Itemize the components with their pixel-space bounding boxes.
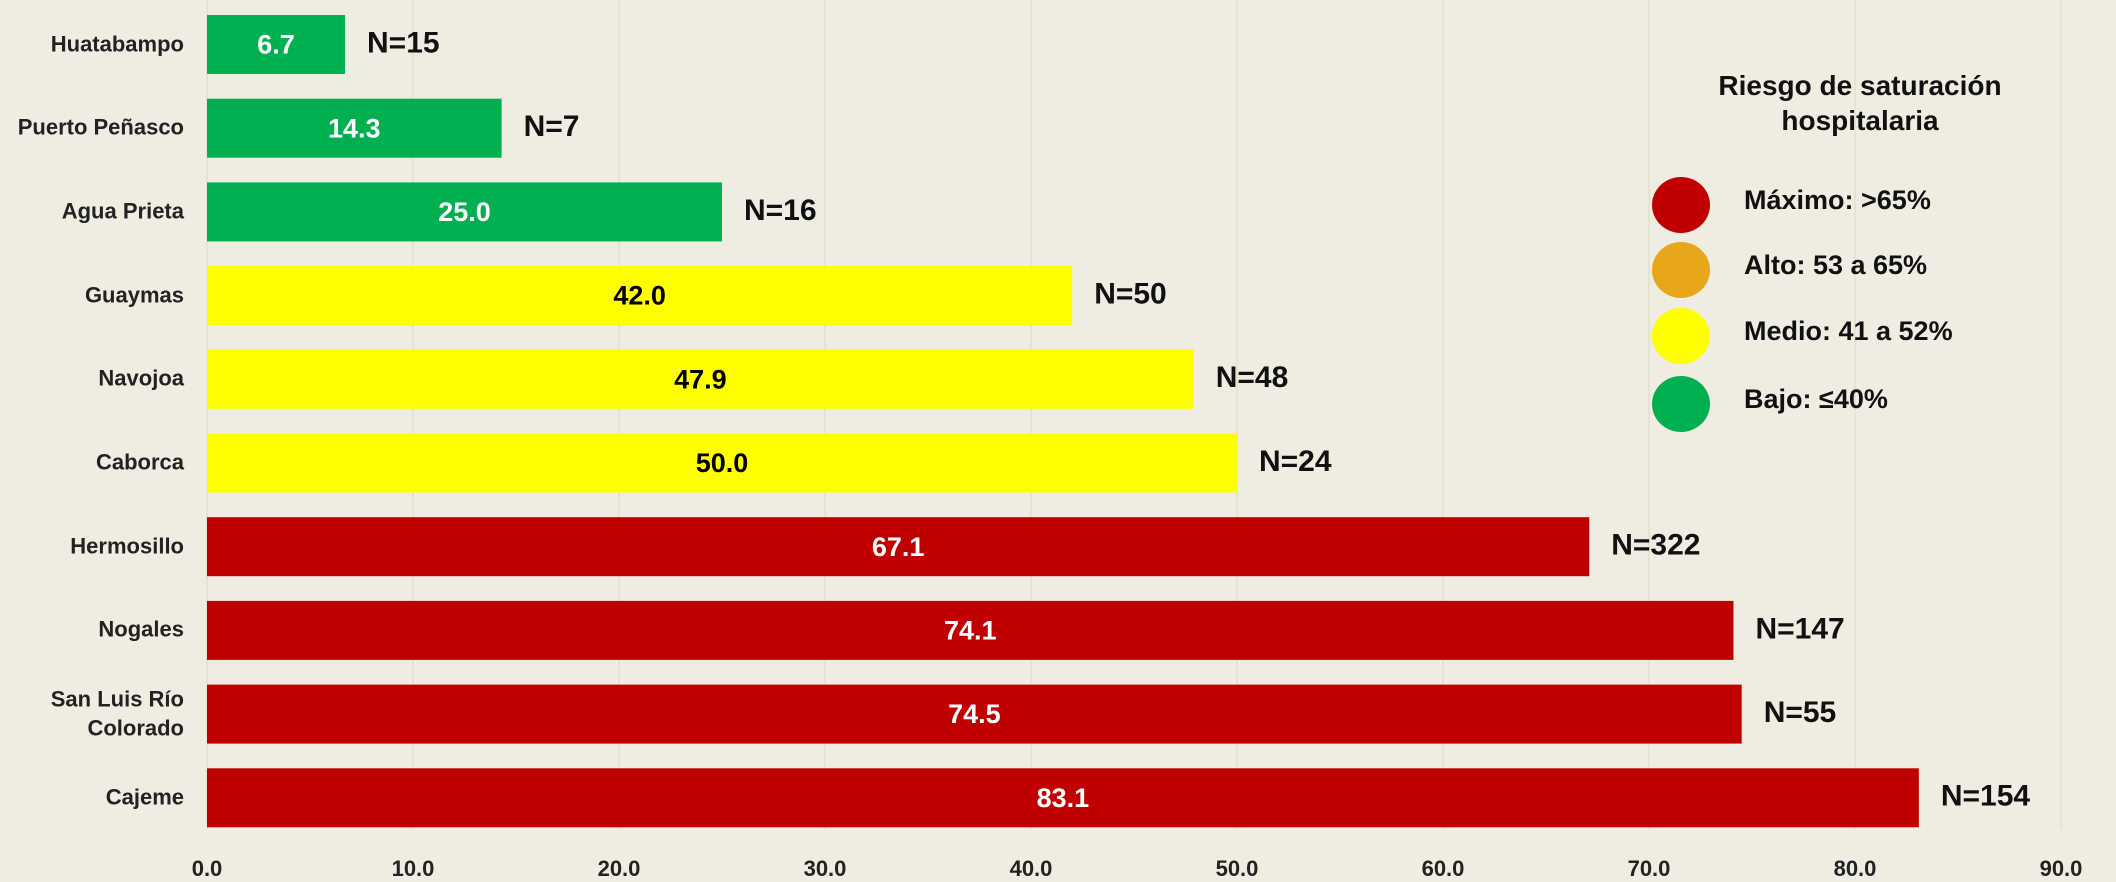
value-label: 47.9 — [674, 364, 727, 394]
legend-swatch — [1652, 376, 1710, 432]
y-tick-label: Cajeme — [105, 784, 184, 810]
legend-label: Bajo: ≤40% — [1744, 384, 1888, 414]
value-label: 50.0 — [696, 448, 749, 478]
annotation: N=154 — [1941, 780, 2031, 813]
x-tick-label: 80.0 — [1834, 856, 1877, 881]
x-tick-label: 10.0 — [392, 856, 435, 881]
x-tick-label: 50.0 — [1216, 856, 1259, 881]
bar — [207, 600, 1734, 660]
bar — [207, 15, 346, 74]
x-tick-label: 70.0 — [1628, 856, 1671, 881]
legend-label: Alto: 53 a 65% — [1744, 250, 1927, 280]
y-tick-label: Guaymas — [84, 282, 184, 308]
value-label: 25.0 — [438, 197, 491, 227]
annotation: N=24 — [1259, 445, 1332, 478]
legend-label: Máximo: >65% — [1744, 185, 1931, 215]
bar — [207, 266, 1073, 326]
legend-label: Medio: 41 a 52% — [1744, 316, 1953, 346]
y-tick-label: Hermosillo — [70, 533, 184, 559]
value-label: 42.0 — [613, 281, 666, 311]
value-label: 67.1 — [872, 532, 925, 562]
value-label: 74.5 — [948, 699, 1001, 729]
bar — [207, 517, 1590, 577]
x-tick-label: 60.0 — [1422, 856, 1465, 881]
legend-title: Riesgo de saturación hospitalaria — [1718, 70, 2002, 136]
y-tick-label: Puerto Peñasco — [17, 114, 184, 140]
y-tick-label: Huatabampo — [50, 31, 184, 57]
annotation: N=322 — [1611, 529, 1700, 562]
y-tick-label: Nogales — [98, 617, 184, 643]
x-tick-label: 40.0 — [1010, 856, 1053, 881]
annotation: N=55 — [1764, 696, 1837, 729]
legend-swatch — [1652, 242, 1710, 298]
bar — [207, 433, 1237, 493]
annotation: N=50 — [1094, 278, 1167, 311]
y-tick-label: Caborca — [95, 449, 184, 475]
x-tick-label: 30.0 — [804, 856, 847, 881]
bar — [207, 182, 722, 242]
annotation: N=15 — [367, 26, 440, 59]
value-label: 14.3 — [328, 113, 381, 143]
bar — [207, 684, 1742, 744]
legend-swatch — [1652, 177, 1710, 233]
bar — [207, 768, 1919, 828]
bar — [207, 98, 502, 158]
x-tick-label: 90.0 — [2040, 856, 2083, 881]
bar — [207, 349, 1194, 409]
value-label: 74.1 — [944, 616, 997, 646]
value-label: 83.1 — [1037, 783, 1090, 813]
y-tick-label: Navojoa — [98, 366, 184, 391]
y-tick-label: San Luis Río Colorado — [50, 686, 184, 741]
annotation: N=48 — [1216, 361, 1289, 394]
annotation: N=7 — [524, 110, 580, 143]
y-tick-label: Agua Prieta — [61, 198, 184, 224]
x-tick-label: 0.0 — [192, 856, 223, 881]
legend-swatch — [1652, 308, 1710, 364]
value-label: 6.7 — [257, 30, 295, 60]
annotation: N=147 — [1755, 612, 1844, 645]
x-tick-label: 20.0 — [598, 856, 641, 881]
annotation: N=16 — [744, 194, 817, 227]
